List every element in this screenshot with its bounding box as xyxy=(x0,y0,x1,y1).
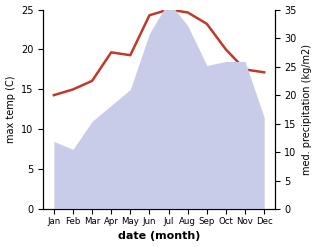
X-axis label: date (month): date (month) xyxy=(118,231,200,242)
Y-axis label: max temp (C): max temp (C) xyxy=(5,76,16,143)
Y-axis label: med. precipitation (kg/m2): med. precipitation (kg/m2) xyxy=(302,44,313,175)
